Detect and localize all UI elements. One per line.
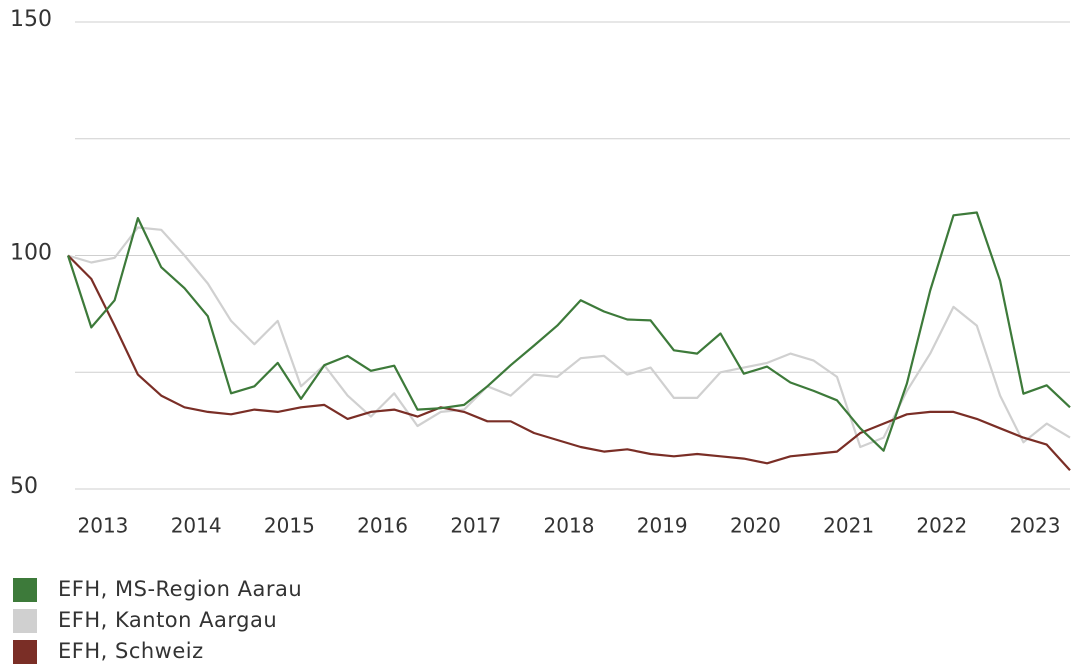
legend-swatch xyxy=(13,640,37,664)
y-tick-label: 150 xyxy=(10,7,52,32)
y-tick-label: 50 xyxy=(10,474,38,499)
legend-swatch xyxy=(13,578,37,602)
x-tick-label: 2017 xyxy=(450,514,501,538)
legend-swatch xyxy=(13,609,37,633)
legend-label: EFH, Schweiz xyxy=(58,639,204,663)
y-tick-label: 100 xyxy=(10,241,52,266)
legend-label: EFH, Kanton Aargau xyxy=(58,608,277,632)
series-line xyxy=(66,211,1071,452)
legend-label: EFH, MS-Region Aarau xyxy=(58,577,302,601)
x-tick-label: 2021 xyxy=(823,514,874,538)
series-line xyxy=(67,226,1071,449)
x-tick-label: 2015 xyxy=(264,514,315,538)
x-tick-label: 2019 xyxy=(637,514,688,538)
x-tick-label: 2020 xyxy=(730,514,781,538)
series-line xyxy=(67,254,1071,472)
x-tick-label: 2014 xyxy=(171,514,222,538)
x-tick-label: 2023 xyxy=(1010,514,1061,538)
x-tick-label: 2013 xyxy=(78,514,129,538)
x-tick-label: 2016 xyxy=(357,514,408,538)
x-tick-label: 2018 xyxy=(544,514,595,538)
x-tick-label: 2022 xyxy=(916,514,967,538)
